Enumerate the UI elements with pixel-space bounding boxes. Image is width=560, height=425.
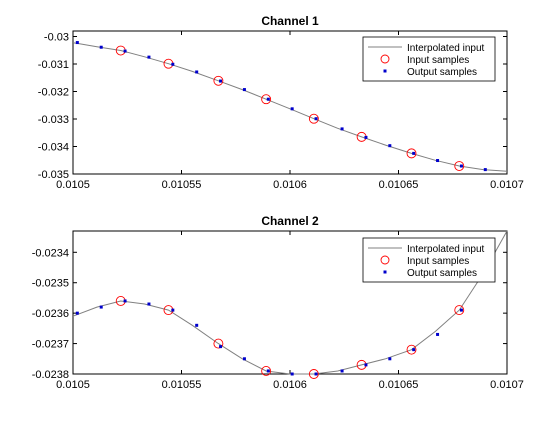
x-tick-label: 0.0106: [273, 179, 307, 191]
y-tick-label: -0.034: [38, 142, 69, 154]
output-sample-point: [290, 372, 294, 376]
x-tick-label: 0.01065: [379, 179, 419, 191]
y-tick-label: -0.0236: [32, 308, 69, 320]
output-sample-point: [75, 311, 79, 315]
legend-square-swatch: [383, 69, 387, 73]
input-sample-point: [213, 338, 224, 349]
x-tick-label: 0.0107: [490, 179, 524, 191]
y-axis: -0.035 -0.034 -0.033 -0.032 -0.031 -0.03: [38, 32, 507, 181]
legend-box: [362, 237, 496, 283]
output-sample-point: [483, 168, 487, 172]
y-tick-label: -0.033: [38, 114, 69, 126]
output-sample-point: [171, 308, 175, 312]
input-sample-point: [261, 94, 272, 105]
panel-channel-2: Channel 2 0.0105 0.01055 0.0106 0.01065 0.01…: [32, 214, 524, 391]
x-tick-label: 0.0105: [56, 179, 90, 191]
legend-label-output: Output samples: [407, 268, 477, 279]
output-sample-point: [459, 164, 463, 168]
input-sample-point: [454, 305, 465, 316]
output-sample-point: [266, 369, 270, 373]
x-tick-label: 0.01055: [162, 379, 202, 391]
output-sample-point: [459, 308, 463, 312]
legend-label-output: Output samples: [407, 67, 477, 78]
input-sample-point: [261, 366, 272, 376]
legend-label-input: Input samples: [407, 55, 469, 66]
output-sample-point: [147, 302, 151, 306]
output-sample-point: [364, 135, 368, 139]
input-sample-point: [308, 369, 319, 379]
output-sample-point: [340, 369, 344, 373]
output-sample-point: [242, 88, 246, 92]
y-tick-label: -0.0234: [32, 247, 69, 259]
output-sample-point: [412, 348, 416, 352]
x-tick-label: 0.0105: [56, 379, 90, 391]
output-sample-point: [364, 363, 368, 367]
y-tick-label: -0.0238: [32, 369, 69, 381]
output-sample-point: [436, 159, 440, 163]
x-tick-label: 0.0106: [273, 379, 307, 391]
y-tick-label: -0.03: [44, 32, 69, 44]
legend-circle-swatch: [380, 255, 390, 265]
output-sample-point: [219, 79, 223, 83]
output-sample-point: [123, 49, 127, 53]
y-tick-label: -0.035: [38, 169, 69, 181]
output-sample-point: [99, 305, 103, 309]
input-sample-point: [213, 75, 224, 86]
output-sample-point: [219, 345, 223, 349]
output-sample-point: [314, 372, 318, 376]
legend: Interpolated input Input samples Output …: [362, 36, 496, 82]
output-sample-point: [290, 107, 294, 111]
legend-label-interpolated: Interpolated input: [407, 244, 485, 255]
output-sample-point: [195, 70, 199, 74]
x-tick-label: 0.0107: [490, 379, 524, 391]
output-sample-point: [314, 117, 318, 121]
output-sample-point: [388, 144, 392, 148]
output-sample-point: [147, 55, 151, 59]
y-tick-label: -0.0237: [32, 339, 69, 351]
output-sample-point: [123, 299, 127, 303]
legend-box: [362, 36, 496, 82]
chart-title: Channel 1: [261, 14, 319, 28]
output-sample-point: [242, 357, 246, 361]
panel-channel-1: Channel 1 0.0105 0.01055 0.0106 0.01065 0.01…: [38, 14, 524, 191]
chart-title: Channel 2: [261, 214, 319, 228]
legend: Interpolated input Input samples Output …: [362, 237, 496, 283]
plot-series: [72, 230, 508, 379]
series-line-interpolated: [72, 230, 508, 375]
y-tick-label: -0.0235: [32, 278, 69, 290]
plot-series: [72, 41, 508, 172]
x-axis: 0.0105 0.01055 0.0106 0.01065 0.0107: [56, 231, 524, 391]
output-sample-point: [195, 323, 199, 327]
output-sample-point: [340, 127, 344, 131]
input-sample-point: [406, 148, 417, 159]
output-sample-point: [412, 151, 416, 155]
legend-label-input: Input samples: [407, 256, 469, 267]
x-tick-label: 0.01065: [379, 379, 419, 391]
legend-circle-swatch: [380, 54, 390, 64]
output-sample-point: [266, 97, 270, 101]
y-tick-label: -0.032: [38, 87, 69, 99]
output-sample-point: [171, 62, 175, 66]
output-sample-point: [99, 45, 103, 49]
input-sample-point: [308, 113, 319, 124]
legend-label-interpolated: Interpolated input: [407, 43, 485, 54]
y-tick-label: -0.031: [38, 59, 69, 71]
input-sample-point: [406, 344, 417, 355]
x-tick-label: 0.01055: [162, 179, 202, 191]
x-axis: 0.0105 0.01055 0.0106 0.01065 0.0107: [56, 31, 524, 191]
output-sample-point: [388, 357, 392, 361]
output-sample-point: [75, 41, 79, 45]
legend-square-swatch: [383, 270, 387, 274]
y-axis: -0.0238 -0.0237 -0.0236 -0.0235 -0.0234: [32, 247, 507, 381]
output-sample-point: [436, 332, 440, 336]
input-sample-point: [454, 161, 465, 171]
